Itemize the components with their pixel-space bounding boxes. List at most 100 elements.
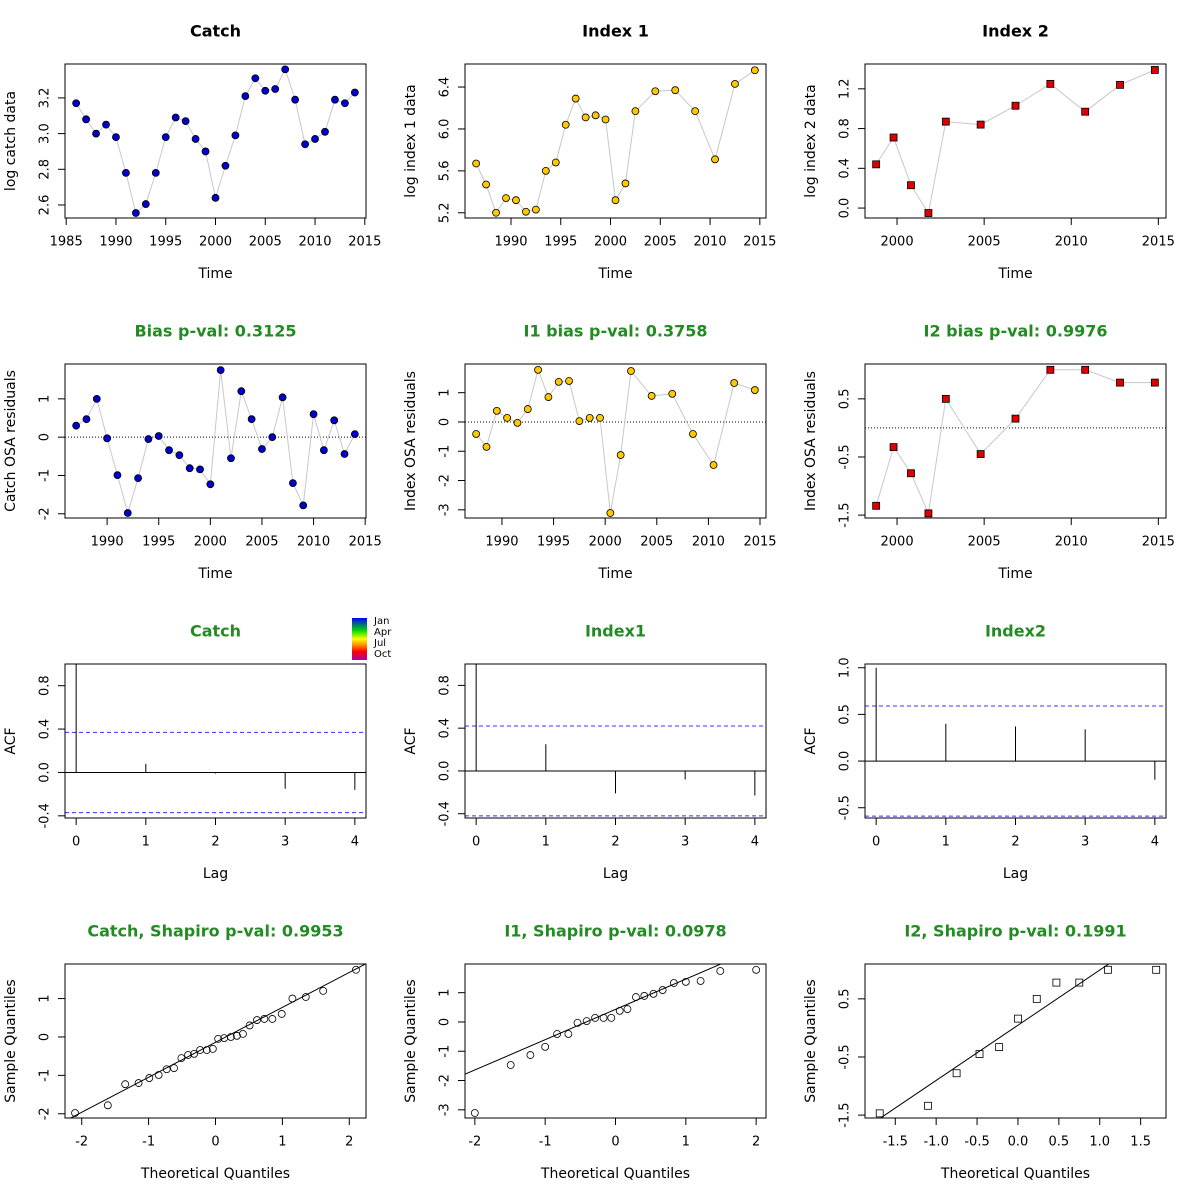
point — [1046, 79, 1055, 88]
y-tick-label: -1 — [438, 445, 453, 458]
x-tick-label: 2015 — [349, 535, 382, 550]
x-tick-label: 2 — [211, 835, 219, 850]
point — [1081, 365, 1090, 374]
series-line — [75, 370, 356, 515]
x-axis-label: Theoretical Quantiles — [540, 1166, 690, 1182]
y-tick-label: -1.5 — [838, 502, 853, 527]
point — [571, 94, 580, 103]
x-tick-label: 1 — [142, 835, 150, 850]
point — [277, 1010, 286, 1018]
point — [281, 65, 290, 74]
point — [668, 389, 677, 398]
x-tick-label: -0.5 — [964, 1135, 989, 1150]
plot-area — [475, 69, 756, 214]
point — [711, 155, 719, 164]
point — [506, 1061, 515, 1069]
point — [502, 194, 510, 202]
point — [553, 1030, 562, 1038]
series-line — [475, 69, 756, 214]
y-tick-label: 0.8 — [438, 675, 453, 696]
x-tick-label: 2005 — [644, 235, 677, 250]
point — [1014, 1014, 1022, 1023]
point — [1075, 978, 1084, 987]
point — [245, 1021, 254, 1030]
point — [750, 66, 759, 75]
x-tick-label: 4 — [1151, 835, 1159, 850]
panel: Index 2 Time log index 2 data 2000 2005 2010 2… — [803, 22, 1175, 283]
point — [134, 1079, 143, 1087]
x-tick-label: -2 — [468, 1135, 481, 1150]
point — [154, 1071, 163, 1079]
color-legend-label: Apr — [374, 627, 392, 638]
point — [601, 115, 610, 124]
x-tick-label: 2010 — [297, 535, 330, 550]
point — [924, 1101, 932, 1110]
x-tick-label: 1995 — [537, 535, 570, 550]
panel: I2, Shapiro p-val: 0.1991 Theoretical Qua… — [803, 922, 1167, 1182]
y-axis-label: Sample Quantiles — [403, 979, 419, 1102]
y-tick-label: 0.0 — [838, 751, 853, 772]
point — [482, 180, 491, 189]
plot-frame — [64, 963, 367, 1119]
point — [941, 117, 950, 126]
panel: Index2 Lag ACF 0 1 2 3 4 -0.5 0.0 0.5 1.0 — [803, 622, 1167, 882]
y-tick-label: 0 — [438, 418, 453, 426]
point — [573, 1018, 582, 1027]
panel-title: Index 2 — [982, 22, 1049, 41]
point — [752, 965, 761, 974]
point — [995, 1043, 1004, 1052]
x-axis-label: Time — [197, 566, 232, 582]
point — [696, 977, 705, 985]
x-tick-label: -1 — [142, 1135, 155, 1150]
x-tick-label: 2005 — [249, 235, 282, 250]
point — [647, 392, 656, 400]
x-tick-label: 2 — [752, 1135, 760, 1150]
y-tick-label: -1 — [38, 1069, 53, 1082]
panel: Catch, Shapiro p-val: 0.9953 Theoretical … — [3, 922, 367, 1182]
point — [551, 158, 560, 167]
y-tick-label: 0.5 — [838, 704, 853, 725]
point — [288, 994, 297, 1003]
y-tick-label: -3 — [438, 1103, 453, 1116]
x-tick-label: 2 — [611, 835, 619, 850]
point — [671, 86, 680, 95]
point — [889, 133, 898, 142]
point — [976, 120, 985, 129]
point — [564, 1030, 573, 1038]
point — [599, 1013, 608, 1022]
point — [523, 405, 532, 413]
point — [251, 74, 260, 83]
point — [1011, 414, 1020, 423]
x-tick-label: 2000 — [881, 535, 914, 550]
point — [554, 377, 563, 386]
x-tick-label: 2005 — [640, 535, 673, 550]
point — [606, 509, 615, 517]
x-tick-label: 2010 — [1055, 535, 1088, 550]
y-tick-label: -1 — [38, 469, 53, 482]
x-tick-label: 0 — [72, 835, 80, 850]
point — [299, 501, 308, 510]
point — [330, 416, 339, 425]
point — [239, 1029, 247, 1038]
y-tick-label: -2 — [38, 507, 53, 520]
y-tick-label: 1.2 — [838, 78, 853, 99]
qq-line — [69, 964, 366, 1118]
point — [750, 386, 759, 394]
point — [185, 464, 194, 473]
x-tick-label: 4 — [351, 835, 359, 850]
point — [103, 434, 112, 443]
x-tick-label: 2010 — [298, 235, 331, 250]
y-tick-label: -0.5 — [838, 1044, 853, 1069]
point — [907, 469, 915, 478]
point — [1032, 994, 1041, 1003]
point — [534, 365, 542, 374]
point — [181, 117, 190, 126]
point — [352, 965, 360, 974]
point — [522, 207, 530, 216]
panel-title: Catch — [190, 622, 241, 641]
point — [872, 501, 881, 510]
y-tick-label: 0.0 — [38, 762, 53, 783]
x-axis-label: Lag — [1003, 866, 1028, 882]
point — [170, 1064, 178, 1072]
